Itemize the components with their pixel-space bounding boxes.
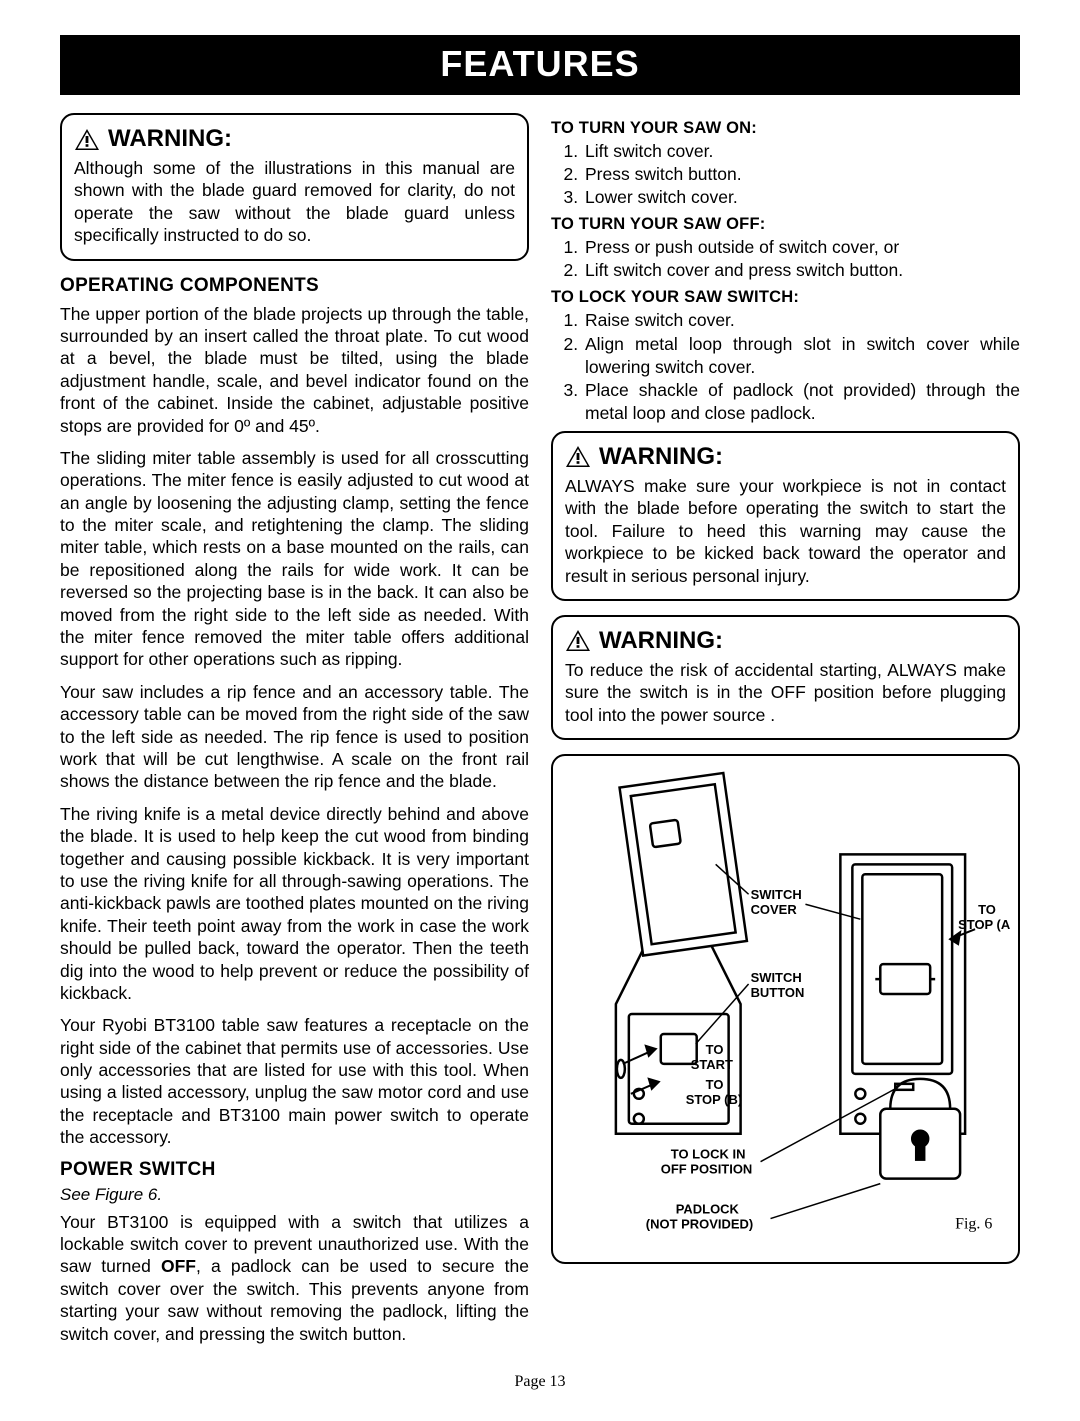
list-item: Press switch button. [583,163,1020,186]
left-column: WARNING: Although some of the illustrati… [60,113,529,1355]
svg-text:BUTTON: BUTTON [751,985,805,1000]
para-3: Your saw includes a rip fence and an acc… [60,681,529,793]
svg-text:STOP (B): STOP (B) [686,1092,742,1107]
page-number: Page 13 [60,1373,1020,1391]
list-turn-on: Lift switch cover. Press switch button. … [551,140,1020,209]
see-figure-ref: See Figure 6. [60,1185,529,1205]
svg-text:SWITCH: SWITCH [751,970,802,985]
heading-operating-components: OPERATING COMPONENTS [60,275,529,297]
warning-icon [74,128,100,151]
para-1: The upper portion of the blade projects … [60,303,529,437]
warning-label: WARNING: [599,627,723,655]
svg-text:TO: TO [706,1077,724,1092]
list-turn-off: Press or push outside of switch cover, o… [551,236,1020,282]
svg-text:TO LOCK IN: TO LOCK IN [671,1147,746,1162]
figure-caption: Fig. 6 [955,1216,992,1233]
figure-6: SWITCH COVER SWITCH BUTTON TO START TO S… [551,754,1020,1264]
right-column: TO TURN YOUR SAW ON: Lift switch cover. … [551,113,1020,1355]
para-5: Your Ryobi BT3100 table saw features a r… [60,1014,529,1148]
svg-text:PADLOCK: PADLOCK [676,1202,740,1217]
figure-6-svg: SWITCH COVER SWITCH BUTTON TO START TO S… [561,764,1010,1254]
list-item: Lift switch cover and press switch butto… [583,259,1020,282]
heading-turn-on: TO TURN YOUR SAW ON: [551,119,1020,138]
svg-text:OFF POSITION: OFF POSITION [661,1162,753,1177]
heading-turn-off: TO TURN YOUR SAW OFF: [551,215,1020,234]
heading-power-switch: POWER SWITCH [60,1159,529,1181]
features-banner: FEATURES [60,35,1020,95]
svg-text:SWITCH: SWITCH [751,887,802,902]
para-4: The riving knife is a metal device direc… [60,803,529,1005]
svg-text:TO: TO [706,1042,724,1057]
para-6: Your BT3100 is equipped with a switch th… [60,1211,529,1345]
svg-text:TO: TO [978,902,996,917]
warning-text-3: To reduce the risk of accidental startin… [565,659,1006,726]
warning-box-2: WARNING: ALWAYS make sure your workpiece… [551,431,1020,601]
list-item: Raise switch cover. [583,309,1020,332]
warning-icon [565,445,591,468]
warning-box-1: WARNING: Although some of the illustrati… [60,113,529,261]
warning-label: WARNING: [599,443,723,471]
svg-text:START: START [691,1057,733,1072]
warning-text-2: ALWAYS make sure your workpiece is not i… [565,475,1006,587]
warning-text-1: Although some of the illustrations in th… [74,157,515,247]
warning-box-3: WARNING: To reduce the risk of accidenta… [551,615,1020,740]
list-lock: Raise switch cover. Align metal loop thr… [551,309,1020,424]
list-item: Place shackle of padlock (not provided) … [583,379,1020,425]
list-item: Lower switch cover. [583,186,1020,209]
para-2: The sliding miter table assembly is used… [60,447,529,671]
warning-icon [565,629,591,652]
warning-label: WARNING: [108,125,232,153]
list-item: Align metal loop through slot in switch … [583,333,1020,379]
list-item: Lift switch cover. [583,140,1020,163]
list-item: Press or push outside of switch cover, o… [583,236,1020,259]
svg-text:COVER: COVER [751,902,798,917]
heading-lock: TO LOCK YOUR SAW SWITCH: [551,288,1020,307]
svg-text:(NOT PROVIDED): (NOT PROVIDED) [646,1217,753,1232]
svg-text:STOP (A): STOP (A) [958,917,1010,932]
